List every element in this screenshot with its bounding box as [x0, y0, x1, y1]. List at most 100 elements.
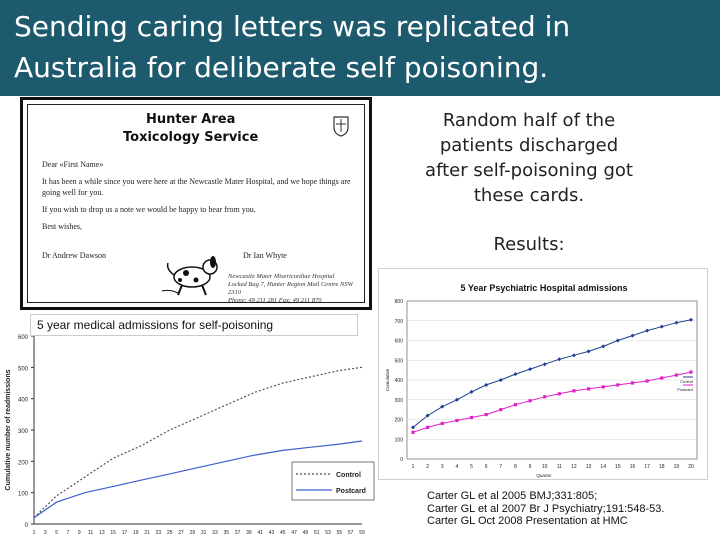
x-tick-label: 6	[485, 464, 488, 470]
card-title-line-2: Toxicology Service	[123, 130, 259, 145]
x-tick-label: 59	[359, 530, 365, 536]
y-tick-label: 400	[395, 378, 404, 384]
data-point-postcard	[411, 430, 415, 434]
x-tick-label: 18	[659, 464, 665, 470]
series-line-control	[33, 366, 363, 519]
x-tick-label: 25	[167, 530, 173, 536]
x-tick-label: 33	[212, 530, 218, 536]
x-axis-label: Quarter	[536, 473, 552, 478]
data-point-postcard	[645, 379, 649, 383]
slide-title: Sending caring letters was replicated in…	[0, 0, 720, 96]
data-point-control	[542, 362, 547, 367]
x-tick-label: 10	[542, 464, 548, 470]
data-point-control	[528, 367, 533, 372]
x-tick-label: 13	[586, 464, 592, 470]
data-point-postcard	[660, 376, 664, 380]
results-label: Results:	[493, 234, 565, 255]
title-line-1: Sending caring letters was replicated in	[14, 10, 571, 43]
x-tick-label: 9	[529, 464, 532, 470]
data-point-control	[411, 425, 415, 430]
y-tick-label: 200	[395, 418, 404, 424]
data-point-control	[645, 328, 650, 333]
y-tick-label: 0	[25, 523, 29, 529]
y-tick-label: 0	[400, 457, 403, 463]
x-tick-label: 5	[55, 530, 58, 536]
series-line-postcard	[33, 440, 363, 519]
data-point-control	[689, 317, 693, 322]
x-tick-label: 14	[600, 464, 606, 470]
x-tick-label: 1	[412, 464, 415, 470]
card-greeting: Dear «First Name»	[42, 160, 104, 169]
data-point-postcard	[484, 412, 488, 417]
card-address-line-1: Newcastle Mater Misericordiae Hospital	[228, 273, 335, 280]
data-point-control	[630, 333, 635, 338]
data-point-control	[586, 349, 591, 354]
data-point-postcard	[455, 418, 459, 423]
x-tick-label: 2	[426, 464, 429, 470]
x-tick-label: 19	[133, 530, 139, 536]
x-tick-label: 35	[223, 530, 229, 536]
y-tick-label: 700	[395, 319, 404, 325]
data-point-postcard	[469, 415, 474, 420]
hospital-crest-icon	[333, 116, 349, 137]
data-point-control	[557, 357, 562, 362]
x-tick-label: 5	[470, 464, 473, 470]
dog-illustration-icon	[161, 256, 218, 296]
data-point-postcard	[689, 370, 693, 374]
y-tick-label: 100	[18, 492, 29, 498]
x-tick-label: 1	[33, 530, 36, 536]
card-address-line-2: Locked Bag 7, Hunter Region Mail Centre …	[228, 281, 354, 296]
psychiatric-admissions-chart: 5 Year Psychiatric Hospital admissions 0 1…	[378, 268, 708, 480]
card-title-line-1: Hunter Area	[145, 112, 236, 127]
x-tick-label: 3	[441, 464, 444, 470]
card-address: Newcastle Mater Misericordiae Hospital L…	[228, 273, 364, 305]
data-point-postcard	[601, 385, 605, 389]
x-tick-label: 27	[178, 530, 184, 536]
y-axis-label: Cumulative	[385, 368, 390, 391]
x-tick-label: 43	[269, 530, 275, 536]
card-border: Hunter Area Toxicology Service Dear «Fir…	[27, 104, 365, 305]
chart-title: 5 Year Psychiatric Hospital admissions	[461, 283, 628, 293]
legend-label: Postcard	[677, 387, 693, 392]
x-tick-label: 11	[88, 530, 93, 536]
x-tick-label: 17	[122, 530, 128, 536]
card-signer-2: Dr Ian Whyte	[243, 251, 287, 260]
card-address-line-3: Phone: 49 211 281 Fax: 49 211 870	[228, 297, 322, 304]
reference-1: Carter GL et al 2005 BMJ;331:805;	[427, 490, 598, 502]
y-tick-label: 100	[395, 437, 404, 443]
y-tick-label: 600	[395, 339, 404, 345]
x-tick-label: 57	[348, 530, 354, 536]
data-point-postcard	[630, 381, 635, 385]
x-tick-label: 9	[78, 530, 81, 536]
x-tick-label: 51	[314, 530, 320, 536]
x-tick-label: 29	[190, 530, 196, 536]
series-line-postcard	[412, 371, 692, 433]
y-tick-label: 300	[18, 429, 29, 435]
x-tick-label: 45	[280, 530, 286, 536]
x-tick-label: 49	[303, 530, 309, 536]
title-line-2: Australia for deliberate self poisoning.	[14, 51, 549, 84]
data-point-postcard	[557, 392, 561, 396]
data-point-control	[484, 382, 489, 387]
x-tick-label: 13	[99, 530, 105, 536]
data-point-control	[659, 324, 664, 329]
x-tick-label: 15	[110, 530, 116, 536]
x-tick-label: 39	[246, 530, 252, 536]
data-point-control	[601, 344, 606, 349]
x-tick-label: 11	[557, 464, 562, 470]
data-point-control	[425, 413, 430, 418]
y-tick-label: 500	[395, 358, 404, 364]
data-point-postcard	[616, 383, 620, 387]
medical-chart-title: 5 year medical admissions for self-poiso…	[30, 314, 358, 336]
x-tick-label: 55	[337, 530, 343, 536]
data-point-postcard	[499, 408, 503, 412]
reference-3: Carter GL Oct 2008 Presentation at HMC	[427, 515, 628, 527]
x-tick-label: 12	[571, 464, 577, 470]
y-axis-label: Cumulative number of readmissions	[5, 369, 12, 490]
y-tick-label: 200	[18, 460, 29, 466]
card-paragraph-2: If you wish to drop us a note we would b…	[42, 205, 256, 214]
x-tick-label: 7	[67, 530, 70, 536]
data-point-control	[469, 389, 474, 394]
x-tick-label: 20	[688, 464, 694, 470]
data-point-postcard	[572, 389, 576, 393]
